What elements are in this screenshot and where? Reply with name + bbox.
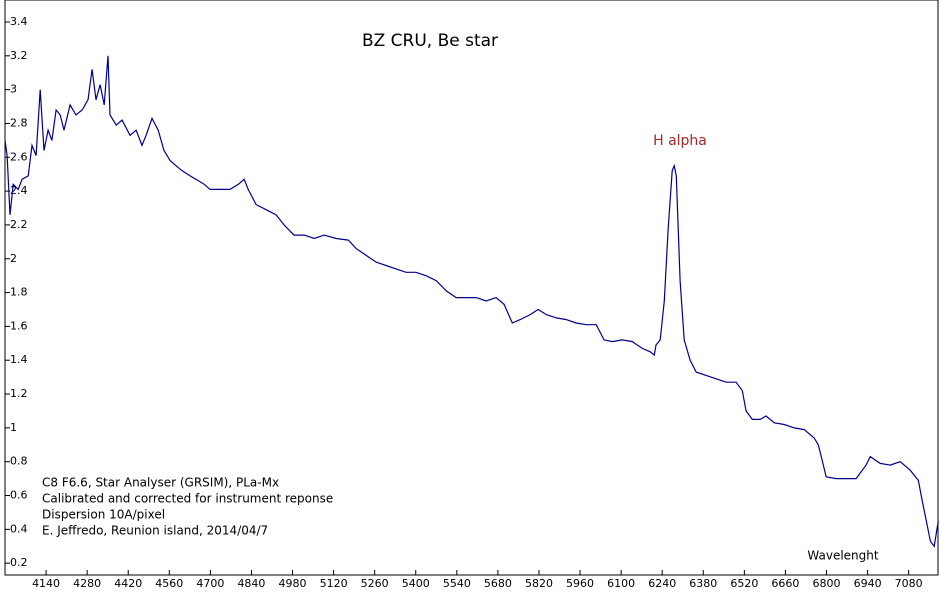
x-tick-label: 5680 <box>484 577 512 590</box>
y-tick-label: 2.4 <box>10 184 28 197</box>
x-tick-label: 5820 <box>525 577 553 590</box>
x-tick-label: 6240 <box>648 577 676 590</box>
y-tick-label: 2 <box>10 252 17 265</box>
y-tick-label: 1.8 <box>10 286 28 299</box>
y-tick-label: 0.2 <box>10 556 28 569</box>
annotation: H alpha <box>653 133 707 149</box>
y-tick-label: 1.2 <box>10 387 28 400</box>
x-tick-label: 6940 <box>854 577 882 590</box>
x-tick-label: 5400 <box>402 577 430 590</box>
x-tick-label: 4140 <box>32 577 60 590</box>
y-tick-label: 0.6 <box>10 489 28 502</box>
y-tick-label: 0.8 <box>10 455 28 468</box>
x-tick-label: 4280 <box>73 577 101 590</box>
note: E. Jeffredo, Reunion island, 2014/04/7 <box>42 524 268 538</box>
y-tick-label: 1.4 <box>10 353 28 366</box>
spectrum-line <box>4 55 939 548</box>
y-tick-label: 3.4 <box>10 15 28 28</box>
x-tick-label: 6100 <box>607 577 635 590</box>
x-tick-label: 6380 <box>689 577 717 590</box>
plot-frame <box>4 0 939 576</box>
x-tick-label: 7080 <box>895 577 923 590</box>
x-tick-label: 4560 <box>155 577 183 590</box>
x-tick-label: 4420 <box>114 577 142 590</box>
x-tick-label: 5260 <box>361 577 389 590</box>
x-tick-label: 5540 <box>443 577 471 590</box>
x-axis-label: Wavelenght <box>807 549 878 563</box>
y-tick-label: 3 <box>10 83 17 96</box>
x-tick-label: 5120 <box>320 577 348 590</box>
y-tick-label: 2.2 <box>10 218 28 231</box>
note: Dispersion 10A/pixel <box>42 508 165 522</box>
x-tick-label: 4840 <box>237 577 265 590</box>
x-tick-label: 6520 <box>730 577 758 590</box>
note: C8 F6.6, Star Analyser (GRSIM), PLa-Mx <box>42 476 279 490</box>
y-tick-label: 0.4 <box>10 522 28 535</box>
y-tick-label: 3.2 <box>10 49 28 62</box>
x-tick-label: 6660 <box>771 577 799 590</box>
y-tick-label: 1.6 <box>10 319 28 332</box>
note: Calibrated and corrected for instrument … <box>42 492 333 506</box>
y-tick-label: 1 <box>10 421 17 434</box>
chart-title: BZ CRU, Be star <box>362 31 498 51</box>
y-tick-label: 2.8 <box>10 116 28 129</box>
y-tick-label: 2.6 <box>10 150 28 163</box>
x-tick-label: 6800 <box>813 577 841 590</box>
x-tick-label: 4700 <box>196 577 224 590</box>
x-tick-label: 4980 <box>279 577 307 590</box>
x-tick-label: 5960 <box>566 577 594 590</box>
